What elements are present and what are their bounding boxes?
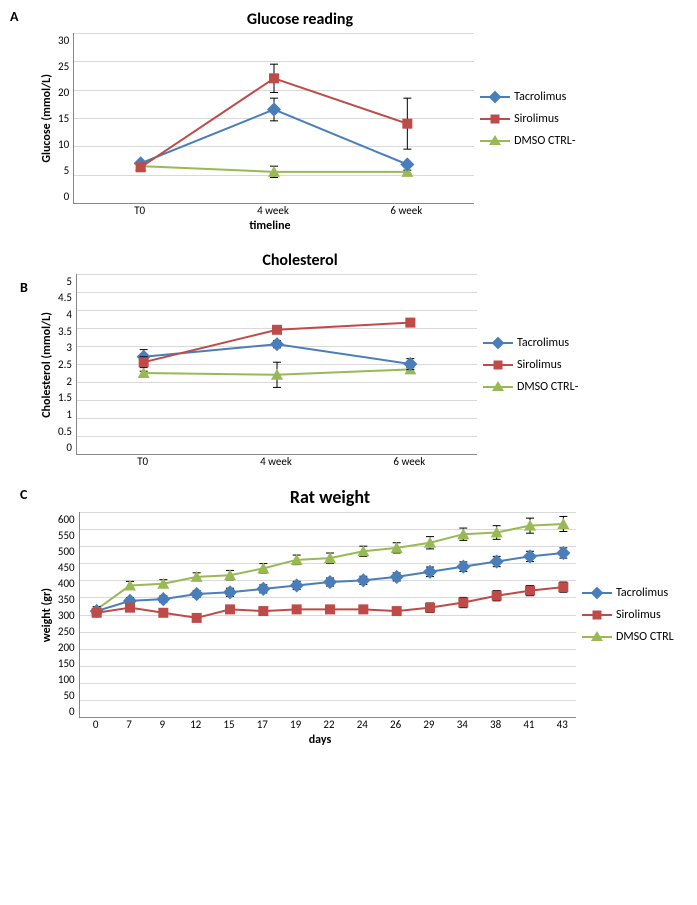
chart-a-title: Glucose reading bbox=[40, 10, 560, 29]
chart-a-legend: Tacrolimus Sirolimus DMSO CTRL- bbox=[480, 90, 585, 148]
legend-tacrolimus: Tacrolimus bbox=[483, 336, 588, 350]
legend-dmso: DMSO CTRL bbox=[582, 630, 687, 644]
chart-a-xticks: T04 week6 week bbox=[73, 204, 473, 217]
legend-label: DMSO CTRL- bbox=[517, 380, 578, 394]
legend-tacrolimus: Tacrolimus bbox=[582, 586, 687, 600]
chart-c: C Rat weight weight (gr) 600550500450400… bbox=[40, 486, 687, 747]
legend-label: DMSO CTRL bbox=[616, 630, 674, 644]
panel-c-label: C bbox=[20, 486, 27, 503]
legend-label: Sirolimus bbox=[514, 112, 559, 126]
chart-b-title: Cholesterol bbox=[40, 251, 560, 270]
panel-a-label: A bbox=[10, 8, 18, 25]
chart-c-ylabel: weight (gr) bbox=[40, 588, 58, 642]
chart-a-yticks: 302520151050 bbox=[58, 34, 73, 204]
chart-c-xlabel: days bbox=[40, 733, 600, 747]
chart-a: Glucose reading Glucose (mmol/L) 3025201… bbox=[40, 10, 687, 233]
legend-tacrolimus: Tacrolimus bbox=[480, 90, 585, 104]
chart-c-title: Rat weight bbox=[40, 486, 620, 508]
chart-a-ylabel: Glucose (mmol/L) bbox=[40, 74, 58, 163]
chart-c-plot bbox=[79, 512, 576, 718]
chart-a-xlabel: timeline bbox=[40, 219, 500, 233]
legend-label: Tacrolimus bbox=[517, 336, 569, 350]
chart-b-plot bbox=[76, 274, 477, 455]
legend-sirolimus: Sirolimus bbox=[582, 608, 687, 622]
chart-b: Cholesterol B Cholesterol (mmol/L) 54.54… bbox=[40, 251, 687, 468]
chart-c-xticks: 079121517192224262934384143 bbox=[79, 718, 579, 731]
chart-c-yticks: 600550500450400350300250200150100500 bbox=[58, 513, 79, 718]
chart-c-legend: Tacrolimus Sirolimus DMSO CTRL bbox=[582, 586, 687, 644]
legend-label: DMSO CTRL- bbox=[514, 134, 575, 148]
chart-a-plot bbox=[73, 33, 474, 204]
chart-b-yticks: 54.543.532.521.510.50 bbox=[58, 275, 76, 455]
chart-b-legend: Tacrolimus Sirolimus DMSO CTRL- bbox=[483, 336, 588, 394]
chart-b-ylabel: Cholesterol (mmol/L) bbox=[40, 312, 58, 418]
legend-sirolimus: Sirolimus bbox=[480, 112, 585, 126]
panel-b-label: B bbox=[20, 279, 28, 296]
legend-sirolimus: Sirolimus bbox=[483, 358, 588, 372]
legend-dmso: DMSO CTRL- bbox=[480, 134, 585, 148]
chart-b-xticks: T04 week6 week bbox=[76, 455, 476, 468]
legend-dmso: DMSO CTRL- bbox=[483, 380, 588, 394]
legend-label: Tacrolimus bbox=[616, 586, 668, 600]
legend-label: Sirolimus bbox=[616, 608, 661, 622]
legend-label: Tacrolimus bbox=[514, 90, 566, 104]
legend-label: Sirolimus bbox=[517, 358, 562, 372]
